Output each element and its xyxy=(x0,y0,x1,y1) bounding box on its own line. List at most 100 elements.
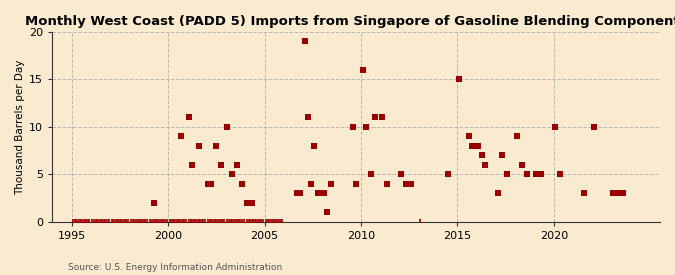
Point xyxy=(73,219,84,224)
Point xyxy=(211,219,221,224)
Point xyxy=(150,219,161,224)
Point xyxy=(267,219,278,224)
Point xyxy=(251,219,262,224)
Point xyxy=(176,134,186,139)
Point xyxy=(250,219,261,224)
Point xyxy=(169,219,180,224)
Point xyxy=(217,219,228,224)
Point xyxy=(129,219,140,224)
Point xyxy=(151,219,162,224)
Point xyxy=(187,163,198,167)
Point xyxy=(381,182,392,186)
Point xyxy=(314,191,325,196)
Point xyxy=(238,219,249,224)
Point xyxy=(555,172,566,177)
Point xyxy=(277,219,288,224)
Point xyxy=(205,219,215,224)
Point xyxy=(243,219,254,224)
Point xyxy=(216,219,227,224)
Point xyxy=(208,219,219,224)
Point xyxy=(222,125,233,129)
Point xyxy=(134,219,144,224)
Point xyxy=(202,182,213,186)
Point xyxy=(370,115,381,120)
Point xyxy=(90,219,101,224)
Point xyxy=(211,144,221,148)
Point xyxy=(325,182,336,186)
Point xyxy=(107,219,117,224)
Point xyxy=(119,219,130,224)
Point xyxy=(157,219,167,224)
Point xyxy=(193,144,204,148)
Point xyxy=(79,219,90,224)
Point xyxy=(466,144,477,148)
Point xyxy=(190,219,201,224)
Point xyxy=(224,219,235,224)
Point xyxy=(246,200,257,205)
Point xyxy=(196,219,207,224)
Point xyxy=(246,219,257,224)
Point xyxy=(115,219,126,224)
Point xyxy=(273,219,284,224)
Point xyxy=(84,219,95,224)
Point xyxy=(180,219,191,224)
Point xyxy=(232,163,242,167)
Point xyxy=(174,219,185,224)
Point xyxy=(128,219,138,224)
Point xyxy=(492,191,503,196)
Point xyxy=(256,219,267,224)
Text: Source: U.S. Energy Information Administration: Source: U.S. Energy Information Administ… xyxy=(68,263,281,272)
Point xyxy=(140,219,151,224)
Point xyxy=(479,163,490,167)
Point xyxy=(138,219,149,224)
Point xyxy=(76,219,86,224)
Point xyxy=(312,191,323,196)
Point xyxy=(155,219,165,224)
Point xyxy=(589,125,599,129)
Point xyxy=(171,219,182,224)
Point xyxy=(234,219,244,224)
Point xyxy=(242,200,252,205)
Point xyxy=(81,219,92,224)
Point xyxy=(269,219,279,224)
Point xyxy=(319,191,329,196)
Point xyxy=(68,219,78,224)
Point xyxy=(258,219,269,224)
Point xyxy=(579,191,590,196)
Point xyxy=(531,172,541,177)
Point xyxy=(476,153,487,158)
Point xyxy=(521,172,532,177)
Point xyxy=(265,219,276,224)
Point xyxy=(145,219,156,224)
Y-axis label: Thousand Barrels per Day: Thousand Barrels per Day xyxy=(15,59,25,194)
Point xyxy=(219,219,230,224)
Point xyxy=(71,219,82,224)
Point xyxy=(216,163,227,167)
Point xyxy=(454,77,464,82)
Point xyxy=(164,219,175,224)
Point xyxy=(299,39,310,44)
Point xyxy=(159,219,170,224)
Point xyxy=(442,172,453,177)
Point xyxy=(415,219,426,224)
Point xyxy=(206,219,217,224)
Point xyxy=(184,115,194,120)
Point xyxy=(377,115,387,120)
Point xyxy=(613,191,624,196)
Point xyxy=(270,219,281,224)
Point xyxy=(78,219,88,224)
Point xyxy=(126,219,136,224)
Point xyxy=(130,219,141,224)
Point xyxy=(292,191,302,196)
Point xyxy=(463,134,474,139)
Point xyxy=(113,219,124,224)
Point xyxy=(148,200,159,205)
Point xyxy=(254,219,265,224)
Point xyxy=(153,219,164,224)
Point xyxy=(236,219,247,224)
Point xyxy=(618,191,628,196)
Point xyxy=(263,219,273,224)
Point xyxy=(158,219,169,224)
Point xyxy=(252,219,263,224)
Point xyxy=(360,125,371,129)
